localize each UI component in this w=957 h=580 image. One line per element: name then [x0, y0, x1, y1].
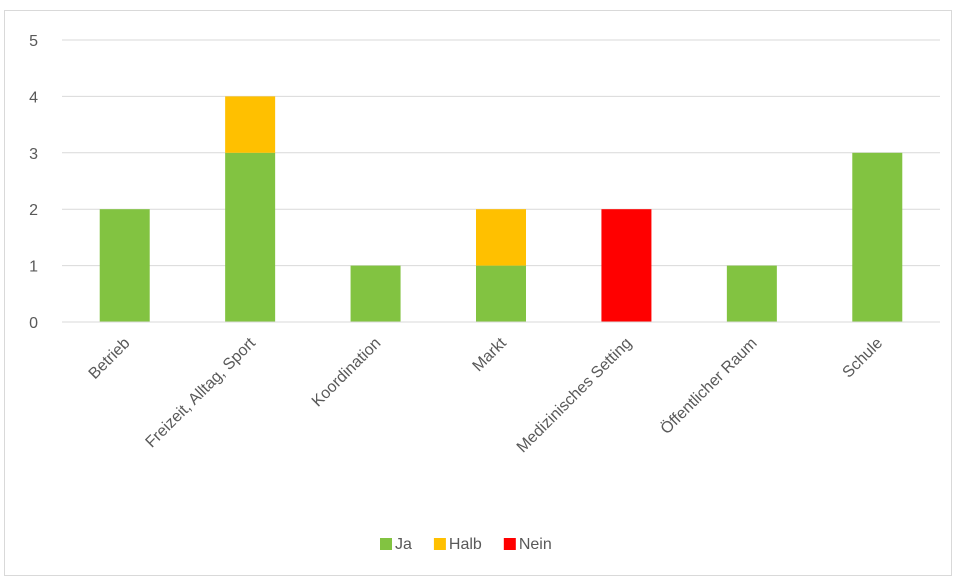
x-tick-label: Öffentlicher Raum	[657, 334, 761, 438]
x-axis-ticks: Betrieb Freizeit, Alltag, Sport Koordinati…	[86, 334, 887, 456]
y-tick-label: 0	[29, 315, 38, 332]
bar-segment	[476, 209, 526, 266]
bar-segment	[852, 152, 903, 322]
x-tick-label: Medizinisches Setting	[514, 335, 635, 456]
x-tick-label: Freizeit, Alltag, Sport	[143, 334, 260, 451]
bar-segment	[225, 152, 276, 322]
x-tick-label: Betrieb	[86, 335, 134, 383]
bar-segment	[225, 96, 276, 153]
legend-label: Halb	[449, 536, 482, 553]
x-tick-label: Schule	[840, 335, 887, 382]
x-tick-label: Koordination	[309, 335, 385, 411]
bars	[99, 96, 903, 322]
y-tick-label: 5	[29, 33, 38, 50]
legend-label: Nein	[519, 536, 552, 553]
y-tick-label: 1	[29, 259, 38, 276]
legend-swatch	[503, 538, 516, 550]
legend-swatch	[380, 538, 392, 550]
legend: Ja Halb Nein	[380, 536, 552, 553]
y-tick-label: 4	[29, 89, 38, 106]
bar-segment	[99, 209, 150, 322]
legend-swatch	[433, 538, 446, 550]
y-tick-label: 2	[29, 202, 38, 219]
bar-segment	[726, 265, 777, 322]
y-axis-ticks: 0 1 2 3 4 5	[29, 33, 38, 332]
legend-label: Ja	[395, 536, 412, 553]
bar-segment	[601, 209, 652, 322]
x-tick-label: Markt	[470, 334, 511, 375]
bar-segment	[476, 265, 526, 322]
bar-segment	[350, 265, 401, 322]
y-tick-label: 3	[29, 146, 38, 163]
